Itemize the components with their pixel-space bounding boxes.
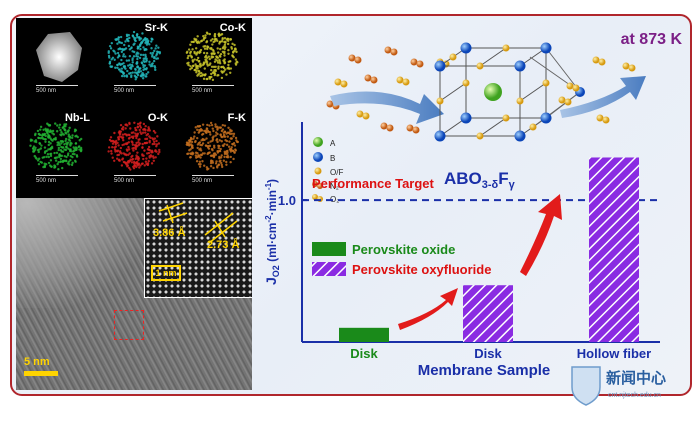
legend-label-oxide: Perovskite oxide <box>352 242 455 257</box>
formula-sub: 3-δ <box>482 179 499 191</box>
y-axis-title-unit: (ml·cm <box>265 223 279 266</box>
y-axis-title: JO2 (ml·cm-2·min-1) <box>263 179 281 285</box>
eds-label-co: Co-K <box>219 22 246 34</box>
eds-map-co: Co-K 500 nm <box>174 20 250 100</box>
eds-label-o: O-K <box>147 112 168 124</box>
logo-text-cn: 新闻中心 <box>606 369 666 387</box>
permeate-arrow <box>560 76 646 118</box>
gas-molecules-feed <box>326 46 450 134</box>
oxygen-flux-chart: 1.0 Performance Target Disk Disk Hollow fi… <box>263 122 660 379</box>
eds-map-o: O-K 500 nm <box>96 110 172 190</box>
gas-molecules-permeate <box>558 56 636 124</box>
legend-label-oxyfluoride: Perovskite oxyfluoride <box>352 262 491 277</box>
y-axis-title-sub: O2 <box>271 265 281 277</box>
y-axis-title-exp2: -1 <box>264 182 273 190</box>
tem-scale-label: 5 nm <box>24 356 50 368</box>
y-axis-title-j: J <box>263 277 279 285</box>
formula-mid: F <box>498 169 508 188</box>
bar-oxyfluoride-1 <box>463 285 513 342</box>
structure-legend: A B O/F N₂ O₂ <box>312 137 343 204</box>
y-tick-label: 1.0 <box>278 193 296 208</box>
eds-scale-label: 500 nm <box>36 178 57 184</box>
x-tick-label: Hollow fiber <box>577 346 651 361</box>
hrtem-inset: 3.86 Å 2.73 Å 1 nm <box>144 198 252 298</box>
x-tick-label: Disk <box>350 346 378 361</box>
inset-scale-bar: 1 nm <box>151 265 181 281</box>
x-tick-label: Disk <box>474 346 502 361</box>
y-axis-title-close: ) <box>265 179 279 183</box>
temperature-label: at 873 K <box>621 31 683 48</box>
formula-base: ABO <box>444 169 482 188</box>
eds-map-f: F-K 500 nm <box>174 110 250 190</box>
legend-swatch-oxyfluoride <box>312 262 346 276</box>
microscopy-panel: 500 nm Sr-K 500 nm Co-K 500 nm Nb-L 500 … <box>16 18 252 390</box>
bar-oxide-0 <box>339 327 389 342</box>
legend-struct-a: A <box>330 139 336 148</box>
news-center-logo: 新闻中心 cnt.njtech.edu.cn <box>566 363 692 412</box>
eds-scale-label: 500 nm <box>36 88 57 94</box>
feed-arrow <box>330 91 444 124</box>
d-spacing-2: 2.73 Å <box>207 239 240 251</box>
y-axis-title-unit2: ·min <box>265 190 279 215</box>
eds-scale-label: 500 nm <box>192 178 213 184</box>
legend-struct-b: B <box>330 154 335 163</box>
legend-struct-n2: N₂ <box>330 182 339 191</box>
cell-atoms <box>434 42 585 142</box>
performance-target-label: Performance Target <box>312 176 435 191</box>
eds-map-overview: 500 nm <box>18 20 94 100</box>
logo-url: cnt.njtech.edu.cn <box>608 392 661 399</box>
eds-scale-label: 500 nm <box>114 88 135 94</box>
legend-struct-o2: O₂ <box>330 195 339 204</box>
formula: ABO3-δFγ <box>444 169 516 191</box>
eds-label-f: F-K <box>227 112 246 124</box>
legend-swatch-oxide <box>312 242 346 256</box>
trend-arrow-2 <box>520 194 562 276</box>
perovskite-unit-cell <box>439 47 581 137</box>
eds-scale-label: 500 nm <box>114 178 135 184</box>
eds-label-sr: Sr-K <box>144 22 168 34</box>
shield-icon <box>571 366 601 406</box>
tem-image: 3.86 Å 2.73 Å 1 nm 5 nm <box>16 198 252 390</box>
x-axis-title: Membrane Sample <box>418 362 551 379</box>
eds-scale-label: 500 nm <box>192 88 213 94</box>
tem-scale-bar <box>24 371 58 376</box>
d-spacing-1: 3.86 Å <box>153 227 186 239</box>
eds-label-nb: Nb-L <box>64 112 90 124</box>
bar-oxyfluoride-2 <box>589 157 639 342</box>
selected-region-box <box>114 310 144 340</box>
y-axis-title-exp1: -2 <box>264 215 273 223</box>
trend-arrow-1 <box>398 288 458 330</box>
legend-struct-of: O/F <box>330 168 343 177</box>
eds-map-sr: Sr-K 500 nm <box>96 20 172 100</box>
eds-map-nb: Nb-L 500 nm <box>18 110 94 190</box>
formula-sub2: γ <box>509 179 516 191</box>
